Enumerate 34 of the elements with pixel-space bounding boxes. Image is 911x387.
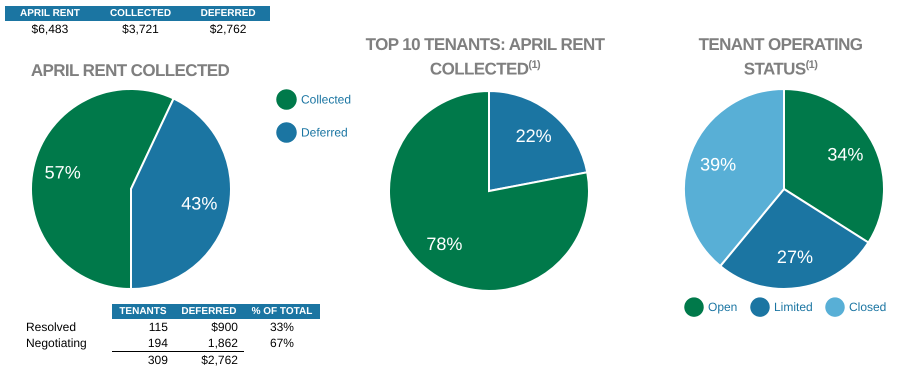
text: DEFERRED [186, 6, 270, 21]
text: 33% [268, 319, 295, 335]
data-label: 34% [827, 144, 864, 164]
legend-label: Collected [301, 92, 352, 106]
text: TENANTS [112, 304, 174, 319]
text: $2,762 [200, 352, 239, 368]
legend-label: Open [708, 300, 738, 314]
text: DEFERRED [174, 304, 244, 319]
data-label: 43% [181, 193, 218, 214]
legend-label: Closed [849, 300, 886, 314]
text: $2,762 [208, 21, 248, 37]
text: $900 [210, 319, 239, 335]
data-label: 22% [516, 126, 552, 146]
text: 309 [146, 352, 169, 368]
chart-title: APRIL RENT COLLECTED [30, 60, 230, 81]
text: Negotiating [25, 335, 88, 352]
chart-title: TENANT OPERATING STATUS$^{(1)}$ [698, 34, 864, 80]
text: 194 [112, 335, 174, 352]
text: Resolved [25, 319, 78, 335]
data-label: 78% [426, 234, 462, 254]
text: $3,721 [121, 21, 160, 37]
text: 1,862 [174, 335, 244, 352]
legend-label: Deferred [301, 126, 348, 140]
legend-label: Limited [774, 300, 813, 314]
chart-title: TOP 10 TENANTS: APRIL RENT COLLECTED$^{(1)}$ [365, 34, 605, 80]
text: 115 [148, 319, 169, 335]
text: % OF TOTAL [244, 304, 320, 319]
text: COLLECTED [94, 6, 186, 21]
text: $6,483 [30, 21, 70, 37]
data-label: 57% [44, 162, 81, 183]
data-label: 27% [776, 247, 813, 268]
text: 67% [268, 335, 295, 352]
data-label: 39% [700, 154, 736, 174]
text: APRIL RENT [5, 6, 95, 21]
